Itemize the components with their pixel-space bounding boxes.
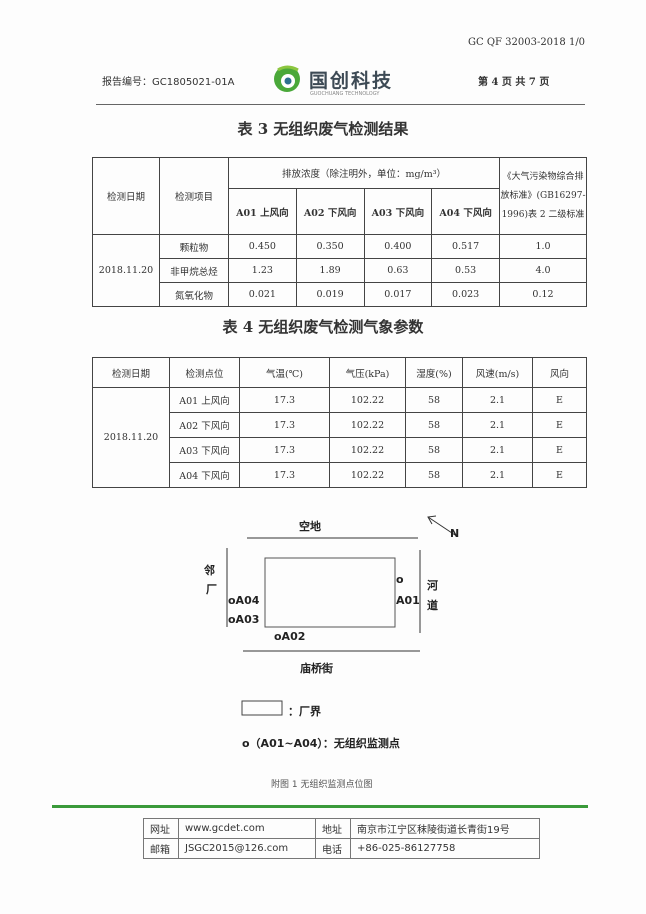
cell-item: 氮氧化物 (159, 282, 229, 307)
cell-date: 2018.11.20 (92, 387, 170, 488)
cell: A04 下风向 (169, 462, 240, 488)
mail-value[interactable]: JSGC2015@126.com (178, 838, 316, 859)
cell: A03 下风向 (169, 437, 240, 463)
cell: 58 (405, 437, 463, 463)
th-point: A01 上风向 (228, 188, 297, 235)
cell-item: 颗粒物 (159, 234, 229, 259)
th: 检测点位 (169, 357, 240, 388)
cell: 2.1 (462, 412, 533, 438)
footer-green-line (52, 805, 588, 808)
legend-boundary: ：厂界 (288, 705, 321, 718)
cell-item: 非甲烷总烃 (159, 258, 229, 283)
cell: 58 (405, 462, 463, 488)
cell-value: 0.023 (431, 282, 500, 307)
label-left: 邻 (204, 564, 215, 577)
table4: 检测日期 检测点位 气温(℃) 气压(kPa) 湿度(%) 风速(m/s) 风向… (92, 357, 587, 488)
label-left: 厂 (206, 583, 217, 596)
report-number: 报告编号：GC1805021-01A (102, 77, 235, 88)
cell-std: 4.0 (499, 258, 587, 283)
th: 检测日期 (92, 357, 170, 388)
cell: E (532, 437, 587, 463)
table3: 检测日期 检测项目 排放浓度（除注明外，单位：mg/m³） 《大气污染物综合排放… (92, 157, 587, 307)
mail-label: 邮箱 (143, 838, 179, 859)
th: 湿度(%) (405, 357, 463, 388)
figure-caption: 附图 1 无组织监测点位图 (271, 780, 373, 790)
legend-points: o（A01~A04）：无组织监测点 (242, 737, 400, 750)
cell: E (532, 387, 587, 413)
company-logo-icon (272, 64, 302, 94)
th-std: 《大气污染物综合排放标准》(GB16297-1996)表 2 二级标准 (499, 157, 587, 235)
table3-title: 表 3 无组织废气检测结果 (237, 120, 409, 138)
web-value[interactable]: www.gcdet.com (178, 818, 316, 839)
footer-contact-table: 网址 www.gcdet.com 地址 南京市江宁区秣陵街道长青街19号 邮箱 JSGC… (143, 818, 540, 859)
logo-text: 国创科技 (309, 70, 394, 92)
th-point: A02 下风向 (295, 188, 365, 235)
tel-label: 电话 (315, 838, 351, 859)
north-arrow-icon (427, 515, 456, 536)
cell: 17.3 (239, 437, 330, 463)
label-right: 道 (427, 599, 438, 612)
cell: E (532, 462, 587, 488)
cell: E (532, 412, 587, 438)
legend-boundary-box (241, 700, 283, 716)
label-north: N (450, 527, 460, 540)
label-right: 河 (427, 579, 438, 592)
th-date: 检测日期 (92, 157, 160, 235)
doc-code: GC QF 32003-2018 1/0 (468, 37, 586, 48)
addr-label: 地址 (315, 818, 351, 839)
th-point: A03 下风向 (363, 188, 433, 235)
cell: 58 (405, 412, 463, 438)
label-top: 空地 (299, 520, 321, 533)
header-divider (96, 104, 585, 105)
web-label: 网址 (143, 818, 179, 839)
logo-subtext: GUOCHUANG TECHNOLOGY (310, 91, 380, 97)
point-a01: A01 (396, 594, 420, 607)
table4-title: 表 4 无组织废气检测气象参数 (222, 318, 424, 336)
cell-value: 0.017 (363, 282, 433, 307)
addr-value: 南京市江宁区秣陵街道长青街19号 (350, 818, 540, 839)
cell: 17.3 (239, 462, 330, 488)
cell: 17.3 (239, 412, 330, 438)
cell: 102.22 (329, 437, 406, 463)
label-bottom: 庙桥街 (300, 662, 333, 675)
cell-value: 0.021 (228, 282, 297, 307)
page-info: 第 4 页 共 7 页 (478, 77, 550, 88)
tel-value: +86-025-86127758 (350, 838, 540, 859)
point-a03: oA03 (228, 613, 260, 626)
cell: 102.22 (329, 462, 406, 488)
cell-value: 1.23 (228, 258, 297, 283)
point-a01-marker: o (396, 573, 404, 586)
point-a04: oA04 (228, 594, 260, 607)
th-point: A04 下风向 (431, 188, 500, 235)
point-a02: oA02 (274, 630, 306, 643)
cell-std: 0.12 (499, 282, 587, 307)
cell-value: 0.53 (431, 258, 500, 283)
